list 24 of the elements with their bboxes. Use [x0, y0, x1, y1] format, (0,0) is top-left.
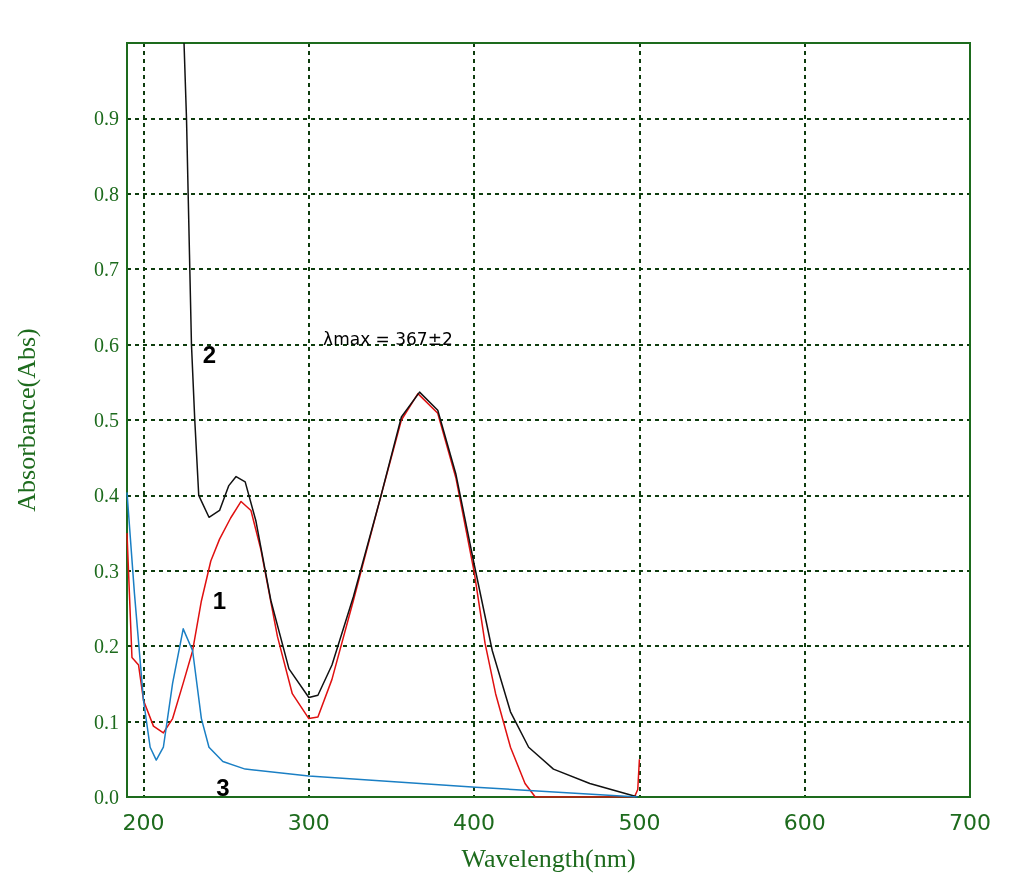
series-label: 1	[212, 587, 227, 615]
x-tick-label: 600	[783, 809, 826, 835]
x-tick-label: 500	[618, 809, 661, 835]
x-tick-label: 700	[949, 809, 991, 835]
y-tick-label: 0.3	[94, 559, 119, 582]
y-tick-label: 0.7	[94, 258, 119, 281]
y-tick-label: 0.1	[94, 710, 119, 733]
x-tick-label: 200	[122, 809, 165, 835]
line-series	[126, 392, 641, 798]
y-tick-label: 0.6	[94, 333, 119, 356]
x-axis-title: Wavelength(nm)	[461, 843, 636, 873]
line-series	[126, 491, 639, 798]
annotation: λmax = 367±2	[323, 328, 453, 349]
y-tick-label: 0.8	[94, 182, 119, 205]
x-tick-label: 300	[287, 809, 330, 835]
series-label: 2	[202, 341, 217, 369]
y-axis-title: Absorbance(Abs)	[11, 328, 41, 512]
x-tick-label: 400	[453, 809, 496, 835]
y-tick-label: 0.9	[94, 107, 119, 130]
y-tick-label: 0.2	[94, 635, 119, 658]
y-tick-label: 0.4	[94, 484, 119, 507]
y-tick-label: 0.5	[94, 409, 119, 431]
y-tick-label: 0.0	[94, 786, 119, 808]
series-label: 3	[216, 774, 230, 802]
